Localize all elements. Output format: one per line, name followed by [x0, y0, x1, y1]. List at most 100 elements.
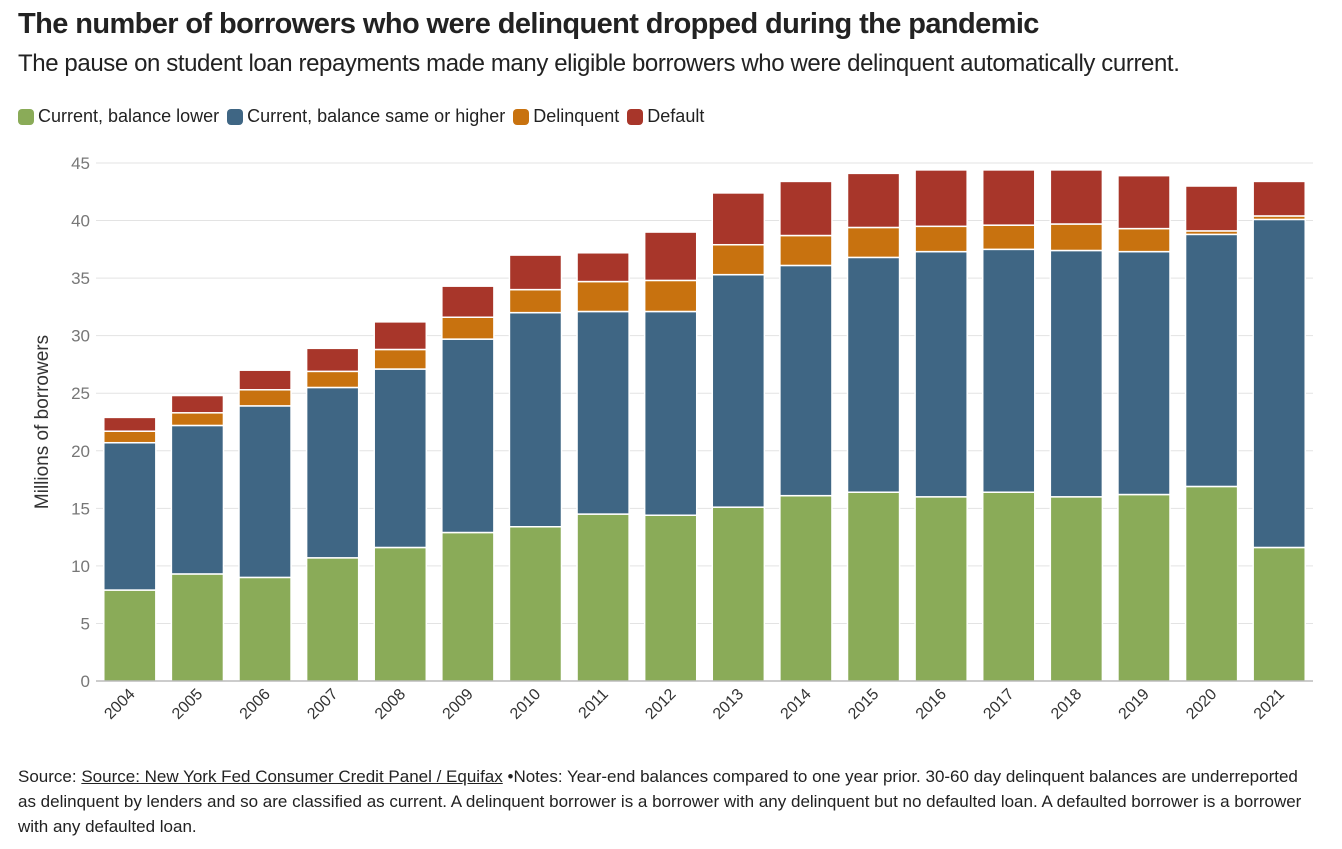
bar-segment — [441, 316, 495, 340]
bar-segment — [1252, 546, 1306, 682]
legend-label: Current, balance lower — [38, 106, 220, 126]
x-tick-label: 2008 — [372, 686, 409, 723]
legend-item: Delinquent — [513, 106, 619, 127]
bar-segment — [981, 248, 1036, 493]
bar-segment — [1252, 218, 1306, 549]
x-tick-label: 2015 — [845, 686, 882, 723]
bar-segment — [373, 368, 428, 549]
bar-segment — [1184, 485, 1239, 682]
y-tick-label: 40 — [71, 212, 90, 231]
bar-segment — [643, 279, 698, 313]
bar-segment — [508, 526, 563, 682]
bar-segment — [779, 180, 833, 237]
bar-segment — [238, 369, 292, 391]
bar-segment — [1049, 249, 1104, 498]
bar-segment — [170, 412, 225, 427]
source-link[interactable]: Source: New York Fed Consumer Credit Pan… — [81, 767, 503, 786]
bar-segment — [846, 491, 901, 682]
x-tick-label: 2016 — [913, 686, 950, 723]
bar-segment — [846, 256, 901, 493]
bar-segment — [914, 250, 968, 498]
bar-segment — [508, 288, 563, 314]
bar-segment — [1184, 185, 1239, 232]
bar-segment — [373, 348, 428, 370]
bar-segment — [103, 589, 157, 682]
x-tick-label: 2020 — [1183, 686, 1220, 723]
bar-segment — [1117, 227, 1171, 253]
bar-segment — [441, 338, 495, 534]
y-tick-label: 10 — [71, 557, 90, 576]
legend: Current, balance lower Current, balance s… — [18, 106, 704, 127]
x-tick-label: 2012 — [642, 686, 679, 723]
bar-segment — [373, 321, 428, 351]
bar-segment — [711, 506, 766, 682]
x-tick-label: 2013 — [710, 686, 747, 723]
bar-segment — [914, 169, 968, 228]
bar-segment — [373, 546, 428, 682]
bar-segment — [238, 389, 292, 407]
bar-segment — [441, 531, 495, 682]
bar-segment — [779, 494, 833, 682]
bar-segment — [103, 441, 157, 591]
bar-segment — [508, 254, 563, 291]
bar-segment — [1117, 250, 1171, 496]
x-tick-label: 2006 — [237, 686, 274, 723]
x-tick-label: 2021 — [1251, 686, 1288, 723]
bar-segment — [576, 310, 630, 515]
x-tick-label: 2009 — [440, 686, 477, 723]
bar-segment — [576, 280, 630, 313]
x-tick-label: 2014 — [778, 686, 815, 723]
bar-segment — [779, 234, 833, 267]
y-tick-label: 15 — [71, 499, 90, 518]
bar-segment — [711, 243, 766, 276]
bar-segment — [914, 496, 968, 682]
source-label: Source: — [18, 767, 77, 786]
bar-segment — [981, 169, 1036, 226]
y-tick-label: 45 — [71, 154, 90, 173]
bar-segment — [170, 424, 225, 575]
legend-swatch — [18, 108, 34, 125]
bar-segment — [170, 394, 225, 414]
x-tick-label: 2005 — [169, 686, 206, 723]
y-tick-label: 35 — [71, 269, 90, 288]
bar-segment — [643, 310, 698, 516]
bar-segment — [170, 573, 225, 682]
bar-segment — [441, 285, 495, 318]
legend-item: Default — [627, 106, 704, 127]
chart: 0 5 10 15 20 25 30 35 40 45 Millions of borrowers 2… — [32, 154, 1313, 723]
x-tick-label: 2018 — [1048, 686, 1085, 723]
bar-segment — [779, 264, 833, 497]
bar-segment — [103, 430, 157, 444]
x-tick-label: 2004 — [101, 686, 138, 723]
x-tick-label: 2017 — [980, 686, 1017, 723]
bar-segment — [711, 273, 766, 508]
bar-segment — [981, 224, 1036, 251]
separator — [503, 767, 514, 786]
bar-segment — [711, 192, 766, 246]
bar-segment — [1049, 169, 1104, 225]
y-tick-label: 20 — [71, 442, 90, 461]
bar-segment — [981, 491, 1036, 682]
chart-title: The number of borrowers who were delinqu… — [18, 8, 1039, 40]
bar-segment — [305, 347, 360, 373]
legend-label: Delinquent — [533, 106, 620, 126]
bar-segment — [643, 514, 698, 682]
bar-segment — [1117, 174, 1171, 230]
bar-segment — [1117, 493, 1171, 682]
legend-item: Current, balance lower — [18, 106, 219, 127]
x-tick-label: 2007 — [304, 686, 341, 723]
notes: Notes: Year-end balances compared to one… — [18, 767, 1302, 836]
legend-swatch — [627, 108, 644, 125]
y-tick-label: 30 — [71, 327, 90, 346]
bar-segment — [1049, 496, 1104, 682]
bar-segment — [914, 225, 968, 253]
bar-segment — [1184, 233, 1239, 488]
bar-segment — [508, 311, 563, 528]
bar-segment — [305, 557, 360, 682]
bar-segment — [305, 386, 360, 559]
bar-segment — [846, 226, 901, 259]
bar-segment — [1049, 223, 1104, 252]
bar-segment — [846, 172, 901, 229]
y-axis-label: Millions of borrowers — [32, 335, 53, 509]
